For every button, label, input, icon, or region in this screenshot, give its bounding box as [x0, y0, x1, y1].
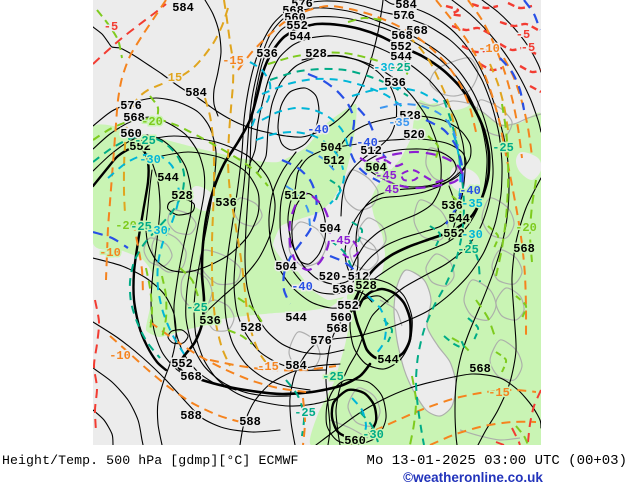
- svg-text:520-512: 520-512: [319, 270, 369, 284]
- svg-text:-10: -10: [109, 349, 131, 363]
- svg-text:-15: -15: [222, 54, 244, 68]
- svg-text:-30: -30: [362, 428, 384, 442]
- svg-text:536: 536: [199, 314, 221, 328]
- svg-text:-25: -25: [389, 61, 411, 75]
- svg-text:568: 568: [391, 29, 413, 43]
- svg-text:568: 568: [123, 111, 145, 125]
- svg-text:-15: -15: [257, 360, 279, 374]
- svg-text:-5: -5: [521, 41, 535, 55]
- svg-text:560: 560: [344, 434, 366, 448]
- svg-text:-5: -5: [516, 28, 530, 42]
- svg-text:-25: -25: [322, 370, 344, 384]
- svg-text:584: 584: [285, 359, 307, 373]
- svg-text:-25: -25: [492, 141, 514, 155]
- svg-text:536: 536: [384, 76, 406, 90]
- svg-text:560: 560: [284, 11, 306, 25]
- svg-text:-20: -20: [141, 115, 163, 129]
- svg-text:552: 552: [129, 140, 151, 154]
- svg-text:-25: -25: [130, 220, 152, 234]
- svg-text:504: 504: [275, 260, 297, 274]
- svg-text:-25: -25: [294, 406, 316, 420]
- svg-text:552: 552: [443, 227, 465, 241]
- svg-text:528: 528: [399, 109, 421, 123]
- svg-text:Mo 13-01-2025 03:00 UTC (00+03: Mo 13-01-2025 03:00 UTC (00+03): [367, 453, 627, 469]
- svg-text:-25: -25: [186, 301, 208, 315]
- svg-text:568: 568: [469, 362, 491, 376]
- svg-text:-45: -45: [375, 169, 397, 183]
- svg-text:544: 544: [289, 30, 311, 44]
- svg-text:552: 552: [286, 19, 308, 33]
- svg-text:-10: -10: [99, 246, 121, 260]
- svg-text:544: 544: [390, 50, 412, 64]
- svg-text:588: 588: [239, 415, 261, 429]
- svg-text:-30: -30: [139, 153, 161, 167]
- svg-text:528: 528: [240, 321, 262, 335]
- svg-text:584: 584: [172, 1, 194, 15]
- svg-text:576: 576: [120, 99, 142, 113]
- svg-text:528: 528: [355, 279, 377, 293]
- svg-text:-35: -35: [461, 197, 483, 211]
- svg-text:-40: -40: [307, 123, 329, 137]
- svg-text:568: 568: [406, 24, 428, 38]
- svg-text:512: 512: [323, 154, 345, 168]
- svg-text:552: 552: [171, 357, 193, 371]
- svg-text:-5: -5: [104, 20, 118, 34]
- svg-text:-25: -25: [457, 243, 479, 257]
- svg-text:576: 576: [393, 9, 415, 23]
- svg-text:544: 544: [377, 353, 399, 367]
- svg-text:552: 552: [390, 40, 412, 54]
- svg-text:536: 536: [332, 283, 354, 297]
- svg-text:568: 568: [282, 4, 304, 18]
- svg-text:520: 520: [403, 128, 425, 142]
- svg-text:-15: -15: [488, 386, 510, 400]
- svg-text:-30: -30: [461, 228, 483, 242]
- svg-text:568: 568: [326, 322, 348, 336]
- svg-text:504: 504: [320, 141, 342, 155]
- svg-text:536: 536: [441, 199, 463, 213]
- svg-text:568: 568: [513, 242, 535, 256]
- svg-text:568: 568: [180, 370, 202, 384]
- svg-text:560: 560: [120, 127, 142, 141]
- svg-text:-10: -10: [478, 42, 500, 56]
- svg-text:552: 552: [337, 299, 359, 313]
- svg-text:-40: -40: [291, 280, 313, 294]
- svg-text:-45: -45: [329, 234, 351, 248]
- svg-text:560: 560: [330, 311, 352, 325]
- svg-text:576: 576: [291, 0, 313, 11]
- svg-text:-30: -30: [146, 224, 168, 238]
- svg-text:584: 584: [185, 86, 207, 100]
- svg-text:512: 512: [360, 144, 382, 158]
- svg-text:45: 45: [385, 183, 399, 197]
- svg-text:544: 544: [285, 311, 307, 325]
- svg-text:-25: -25: [134, 134, 156, 148]
- svg-text:-40: -40: [459, 184, 481, 198]
- svg-text:536: 536: [256, 47, 278, 61]
- svg-text:528: 528: [305, 47, 327, 61]
- svg-text:512: 512: [284, 189, 306, 203]
- svg-text:504: 504: [365, 161, 387, 175]
- svg-text:576: 576: [310, 334, 332, 348]
- svg-text:-20: -20: [515, 221, 537, 235]
- svg-text:-35: -35: [388, 116, 410, 130]
- svg-text:-40: -40: [356, 136, 378, 150]
- svg-text:528: 528: [171, 189, 193, 203]
- svg-text:-20: -20: [115, 219, 137, 233]
- svg-text:Height/Temp. 500 hPa [gdmp][°C: Height/Temp. 500 hPa [gdmp][°C] ECMWF: [2, 453, 299, 468]
- svg-text:588: 588: [180, 409, 202, 423]
- svg-text:15: 15: [168, 71, 182, 85]
- svg-text:584: 584: [395, 0, 417, 12]
- svg-text:504: 504: [319, 222, 341, 236]
- svg-text:536: 536: [215, 196, 237, 210]
- svg-text:-30: -30: [373, 61, 395, 75]
- svg-text:©weatheronline.co.uk: ©weatheronline.co.uk: [403, 470, 543, 485]
- svg-text:544: 544: [157, 171, 179, 185]
- svg-text:544: 544: [448, 212, 470, 226]
